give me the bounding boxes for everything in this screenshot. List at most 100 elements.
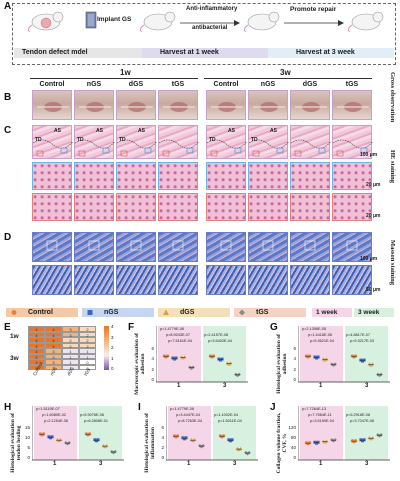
chart-j-xtick-1: 3 [365,461,369,467]
chart-i-point-ngs-1 [227,438,234,443]
heatmap-row-3w: 3w [10,355,19,362]
legend-label-0: Control [28,309,53,316]
side-label-he: HE staining [389,150,396,184]
chart-g-point-ngs-1 [359,358,366,363]
heatmap-scale-tick-1: 3 [111,334,114,340]
chart-i-ytick-1: 2 [161,445,164,451]
heatmap-cell-r0-c1: 4 [45,326,62,332]
gross-image-5 [248,90,288,120]
tissue-label-as-3: AS [228,128,235,134]
group-header-5: nGS [260,81,276,88]
chart-j-ylabel: Collagen volume fraction, CVF, % [276,412,288,474]
he-image-r2-c2 [116,193,156,221]
legend-week1-label: 1 week [316,309,338,316]
chart-i-pvalue-4: p=1.5011E-04 [218,419,242,423]
chart-f-point-dgs-1 [225,361,233,366]
masson-image-r0-c2 [116,232,156,262]
heatmap-cell-r0-c2: 3 [62,326,79,332]
chart-j-point-ngs-0 [313,440,320,445]
he-image-r2-c0 [32,193,72,221]
chart-i-point-dgs-0 [189,437,197,443]
gross-image-4 [206,90,246,120]
chart-f-point-dgs-0 [179,355,187,360]
heatmap-cell-r6-c1: 3 [45,359,62,365]
rat-icon-1 [28,7,66,33]
he-image-r1-c2 [116,162,156,190]
chart-g-pvalue-3: p=5.3621E-04 [310,339,334,343]
heatmap-cell-r3-c3: 2 [79,342,96,349]
legend-week3 [354,308,394,317]
header-line-1w [30,78,198,79]
he-image-r2-c7 [332,193,372,221]
chart-i-pvalue-3: p=8.7263E-04 [178,419,202,423]
rat-icon-4 [348,7,386,33]
timeline-band-2 [142,48,268,58]
chart-j [296,406,390,470]
chart-g-pvalue-0: p=2.1398E-05 [302,327,326,331]
gross-image-1 [74,90,114,120]
panel-label-h: H [4,402,12,413]
chart-j-pvalue-0: p=7.7264E-13 [302,407,326,411]
timeline-label-2: Harvest at 1 week [160,49,219,56]
rat-icon-2 [140,7,178,33]
chart-g-xtick-1: 3 [365,383,369,389]
chart-j-pvalue-3: p=3.5159E-04 [310,419,334,423]
panel-label-d: D [4,232,12,243]
he-image-r2-c4 [206,193,246,221]
chart-g-ylabel: Histological evaluation of adhesion [276,334,288,394]
heatmap-cell-r3-c2: 2 [62,342,79,349]
chart-h-ytick-2: 10 [24,435,30,441]
heatmap-scale-tick-2: 2 [111,345,114,350]
panel-label-b: B [4,92,12,103]
heatmap-cell-r7-c1: 3 [45,364,62,371]
he-image-r0-c7 [332,125,374,159]
tissue-label-as-1: AS [96,128,103,134]
chart-j-ytick-3: 120 [288,425,296,431]
chart-g-point-control-0 [304,354,312,359]
heatmap-cell-r2-c3: 2 [79,337,96,343]
chart-i-pvalue-1: p=3.4447E-04 [176,413,200,417]
chart-i-ylabel: Histological evaluation of inflammation [144,413,156,473]
masson-image-r0-c0 [32,232,72,262]
chart-h-pvalue-2: p=5.9076E-06 [80,413,104,417]
chart-h-point-control-0 [38,432,46,437]
chart-g-ytick-3: 6 [293,346,296,352]
side-label-gross: Gross observation [389,72,396,123]
tissue-label-td-0: TD [35,137,42,143]
heatmap-cell-r1-c1: 4 [45,331,62,338]
heatmap-cell-r6-c3: 0 [79,359,96,365]
heatmap-cell-r4-c2: 1 [62,348,79,354]
he-image-r0-c6 [290,125,332,159]
masson-image-r1-c7 [332,265,372,295]
chart-j-ytick-2: 80 [290,435,296,441]
chart-f-ytick-0: 0 [151,377,154,382]
chart-i-point-tgs-0 [198,443,205,449]
chart-f [154,326,248,392]
heatmap-cell-r0-c0: 4 [28,326,45,332]
heatmap-cell-r2-c1: 4 [45,337,62,343]
chart-f-point-control-0 [162,354,170,359]
chart-j-point-control-0 [304,441,312,446]
heatmap-cell-r4-c3: 1 [79,348,96,354]
time-header-1w: 1w [120,68,131,77]
chart-j-point-ngs-1 [359,438,366,443]
he-image-r1-c0 [32,162,72,190]
chart-h [30,406,124,470]
header-line-3w [204,78,372,79]
triangle-icon [163,309,169,315]
tissue-label-as-0: AS [54,128,61,134]
chart-j-point-dgs-1 [367,436,375,441]
square-icon [87,310,93,315]
chart-i-pvalue-0: p=1.4779E-06 [170,407,194,411]
he-image-r2-c3 [158,193,198,221]
tissue-label-td-3: TD [209,137,216,143]
syringe-icon [82,10,100,32]
chart-h-point-dgs-0 [55,437,63,443]
legend-item-dgs: dGS [158,308,230,317]
chart-i-point-dgs-1 [235,446,243,452]
time-header-3w: 3w [280,68,291,77]
chart-i-point-control-1 [218,434,226,439]
panel-label-g: G [270,322,278,333]
scale-d-top: 100 μm [360,256,378,262]
chart-j-pvalue-4: p=3.7047E-08 [350,419,374,423]
